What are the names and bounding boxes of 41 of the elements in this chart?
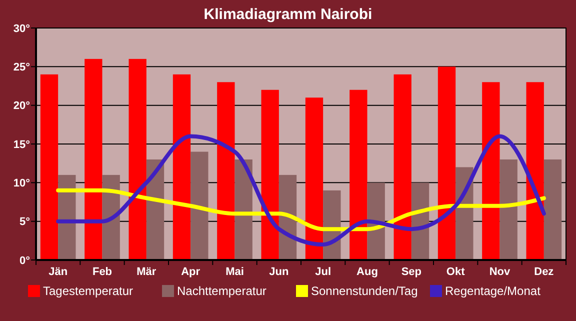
x-tick-label: Mai [226,266,244,278]
bar [526,82,544,260]
bar [190,152,208,260]
y-tick-label: 15° [13,138,30,151]
y-tick-label: 25° [13,62,30,74]
y-tick-label: 20° [13,100,30,112]
bar [40,74,58,260]
x-tick-label: Jän [48,266,68,278]
legend-label: Nachttemperatur [177,284,266,298]
x-tick-label: Aug [356,266,378,278]
bar [217,82,235,260]
bar [544,159,562,260]
bar [172,74,191,260]
bar [128,58,146,260]
line-series [56,188,546,232]
y-tick-label: 5° [19,216,30,228]
x-tick-label: Jul [315,266,332,278]
bar [84,58,102,260]
bar [305,98,324,260]
bar [394,74,412,260]
line-series [56,134,546,247]
bar [350,90,368,260]
legend-label: Regentage/Monat [445,284,542,298]
y-tick-label: 30° [13,22,30,35]
x-tick-label: Okt [446,266,466,278]
legend-label: Tagestemperatur [43,284,134,298]
x-tick-label: Mär [136,266,157,278]
bar [438,66,456,260]
chart-title: Klimadiagramm Nairobi [204,6,372,23]
x-tick-label: Feb [92,266,112,278]
y-tick-label: 0° [19,254,30,267]
x-tick-label: Sep [401,266,422,278]
x-tick-label: Dez [534,266,554,278]
x-tick-label: Apr [181,266,201,278]
bar [261,90,279,260]
x-tick-label: Jun [269,266,289,278]
bar [482,82,500,260]
y-tick-label: 10° [13,178,30,190]
bar [500,159,518,260]
x-tick-label: Nov [489,266,512,278]
legend-label: Sonnenstunden/Tag [311,284,418,298]
